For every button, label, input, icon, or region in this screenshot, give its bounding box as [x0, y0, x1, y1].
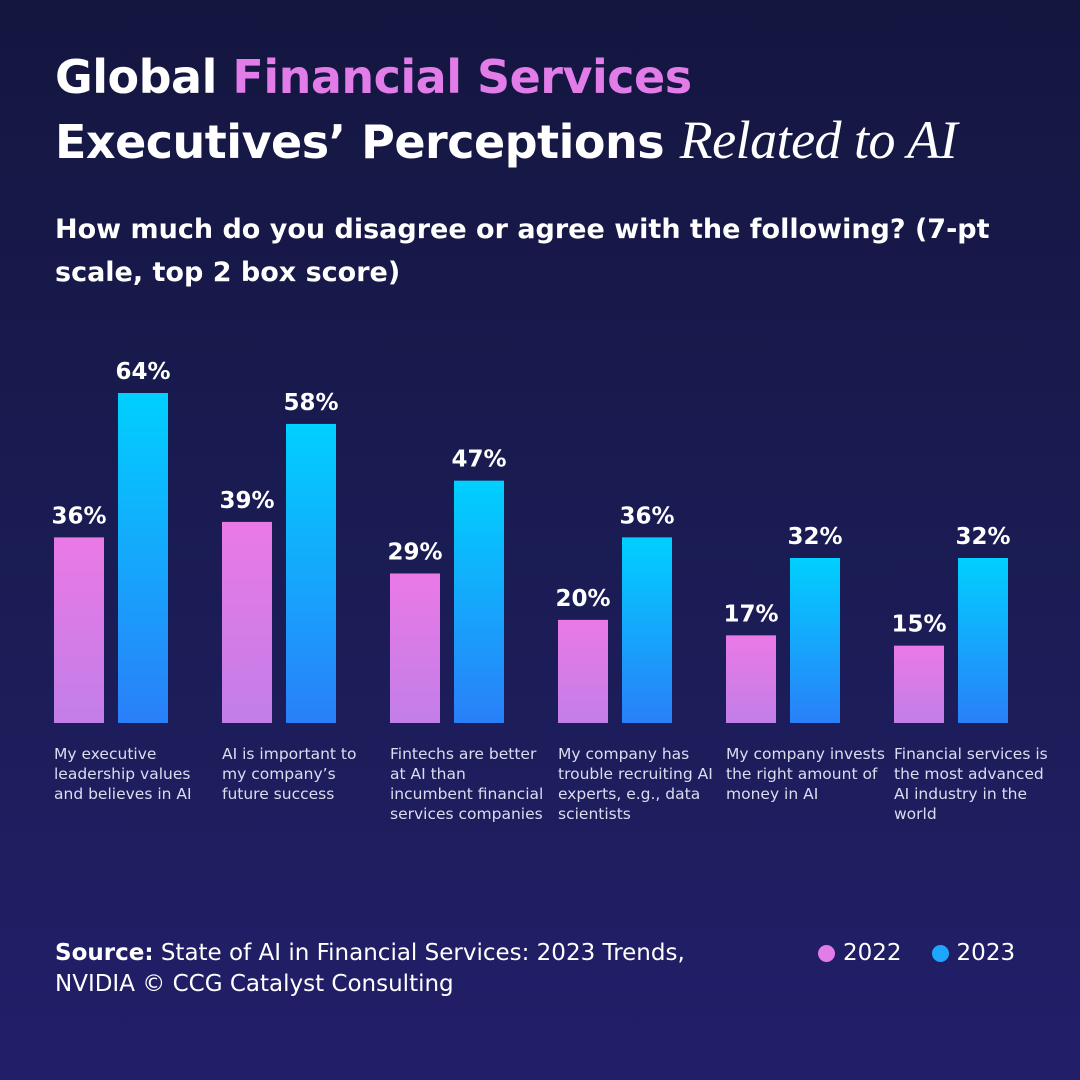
legend-label-2023: 2023 [956, 940, 1016, 966]
data-label-2023-2: 58% [283, 390, 338, 416]
legend-dot-2022 [818, 945, 835, 962]
category-label-2: AI is important to my company’s future s… [222, 745, 357, 803]
source-text: State of AI in Financial Services: 2023 … [55, 940, 685, 997]
bar-2022-4 [558, 619, 608, 723]
data-label-2023-1: 64% [115, 359, 170, 385]
category-label-5: My company invests the right amount of m… [726, 745, 885, 803]
bar-2022-6 [894, 645, 944, 723]
bar-2023-6 [958, 558, 1008, 723]
data-label-2023-3: 47% [451, 447, 506, 473]
bar-2023-4 [622, 537, 672, 723]
data-label-2022-1: 36% [51, 503, 106, 529]
data-label-2022-5: 17% [723, 601, 778, 627]
bar-2023-1 [118, 393, 168, 723]
bar-2022-2 [222, 521, 272, 723]
data-label-2022-6: 15% [891, 612, 946, 638]
legend-label-2022: 2022 [843, 940, 902, 966]
data-label-2022-4: 20% [555, 586, 610, 612]
category-label-4: My company has trouble recruiting AI exp… [558, 745, 713, 823]
legend-item-2023: 2023 [931, 938, 1016, 969]
bar-2023-5 [790, 558, 840, 723]
data-label-2022-3: 29% [387, 539, 442, 565]
data-label-2022-2: 39% [219, 488, 274, 514]
title-italic: Related to AI [679, 110, 958, 170]
source-label: Source: [55, 940, 154, 966]
chart-title: Global Financial Services Executives’ Pe… [55, 46, 1055, 174]
title-accent: Financial Services [232, 50, 692, 104]
bar-2023-3 [454, 480, 504, 723]
source-note: Source: State of AI in Financial Service… [55, 938, 755, 1000]
title-part1: Global [55, 50, 233, 104]
bar-2022-1 [54, 537, 104, 723]
legend: 2022 2023 [818, 938, 1015, 969]
chart-subtitle: How much do you disagree or agree with t… [55, 214, 990, 288]
legend-dot-2023 [931, 945, 949, 962]
data-label-2023-5: 32% [787, 524, 842, 550]
data-label-2023-4: 36% [619, 503, 674, 529]
category-label-6: Financial services is the most advanced … [894, 745, 1048, 823]
bar-2023-2 [286, 423, 336, 723]
category-label-3: Fintechs are better at AI than incumbent… [390, 745, 544, 823]
data-label-2023-6: 32% [955, 524, 1010, 550]
bar-chart: 36% 64% 39% 58% 29% 47% 20% 36% 17% 32% 15% 32% [51, 359, 1011, 723]
bar-2022-5 [726, 635, 776, 723]
title-line2: Executives’ Perceptions [55, 115, 680, 169]
legend-item-2022: 2022 [818, 938, 902, 969]
bar-2022-3 [390, 573, 440, 723]
category-label-1: My executive leadership values and belie… [54, 745, 192, 803]
